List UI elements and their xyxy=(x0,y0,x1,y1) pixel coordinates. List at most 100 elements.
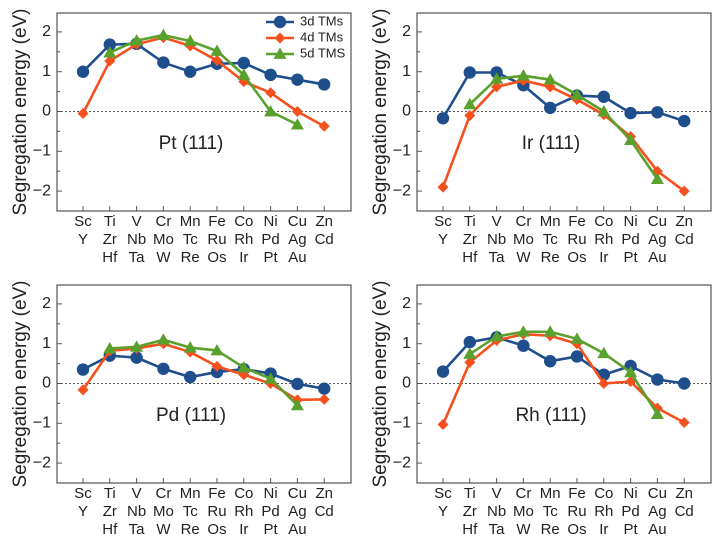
data-point xyxy=(650,407,664,420)
legend-item: 3d TMs xyxy=(266,13,344,28)
x-tick-label: Mo xyxy=(153,503,174,520)
x-tick-label: W xyxy=(156,521,171,538)
series-line xyxy=(81,36,325,128)
x-tick-label: Pd xyxy=(261,503,279,520)
panel-title: Ir (111) xyxy=(522,133,580,154)
data-point xyxy=(291,377,304,391)
data-point xyxy=(544,101,557,115)
x-tick-label: Re xyxy=(181,249,200,266)
data-point xyxy=(464,109,476,121)
x-tick-label: Zr xyxy=(463,503,477,520)
x-tick-label: Au xyxy=(288,249,306,266)
data-point xyxy=(437,181,449,193)
x-tick-label: Cr xyxy=(155,213,171,230)
legend-label: 5d TMS xyxy=(300,45,346,60)
data-point xyxy=(678,417,690,429)
data-point xyxy=(103,46,117,58)
x-tick-label: Cu xyxy=(288,485,307,502)
data-point xyxy=(264,372,278,384)
x-tick-label: Ni xyxy=(264,213,278,230)
x-tick-label: V xyxy=(132,213,142,230)
x-tick-label: Ru xyxy=(567,231,586,248)
series-line xyxy=(442,336,685,385)
data-point xyxy=(184,370,197,384)
data-point xyxy=(104,55,116,67)
data-point xyxy=(318,393,330,405)
x-tick-label: Zn xyxy=(675,485,693,502)
data-point xyxy=(650,172,664,185)
series-line xyxy=(82,354,325,390)
data-point xyxy=(210,343,224,356)
x-tick-label: Re xyxy=(181,521,200,538)
y-tick-label: −1 xyxy=(33,143,51,160)
data-point xyxy=(211,55,223,67)
series-3d-tms xyxy=(436,66,691,128)
x-tick-label: Ir xyxy=(239,521,248,538)
legend-item: 5d TMS xyxy=(266,45,346,60)
series-line xyxy=(81,342,325,402)
data-point xyxy=(517,339,530,352)
data-point xyxy=(463,97,477,110)
x-tick-label: Ta xyxy=(129,249,146,266)
y-tick-label: −1 xyxy=(33,415,51,432)
data-point xyxy=(544,355,557,368)
y-tick-label: 1 xyxy=(402,335,411,352)
x-tick-label: Ir xyxy=(599,521,608,538)
series-5d-tms xyxy=(463,325,664,420)
data-point xyxy=(264,68,277,82)
series-5d-tms xyxy=(103,28,304,130)
x-tick-label: Nb xyxy=(127,231,146,248)
data-point xyxy=(237,361,251,373)
x-tick-label: Re xyxy=(541,521,560,538)
x-tick-label: Mo xyxy=(153,231,174,248)
x-tick-label: W xyxy=(516,249,531,266)
x-tick-label: V xyxy=(492,213,502,230)
data-point xyxy=(437,418,449,430)
data-point xyxy=(237,68,251,80)
data-point xyxy=(291,73,304,86)
x-tick-label: Pt xyxy=(624,521,639,538)
y-axis-label: Segregation energy (eV) xyxy=(10,280,31,487)
x-tick-label: Au xyxy=(288,521,306,538)
y-tick-label: −1 xyxy=(393,143,411,160)
x-tick-label: Sc xyxy=(74,213,92,230)
data-point xyxy=(130,351,143,364)
data-point xyxy=(265,87,277,99)
x-tick-label: Rh xyxy=(234,231,253,248)
x-tick-label: Ni xyxy=(624,485,638,502)
x-tick-label: Ni xyxy=(264,485,278,502)
legend-label: 3d TMs xyxy=(300,13,344,28)
x-tick-label: Pt xyxy=(264,249,279,266)
y-tick-label: −2 xyxy=(33,182,51,199)
x-tick-label: Nb xyxy=(487,503,506,520)
data-point xyxy=(318,382,331,395)
data-point xyxy=(490,72,504,84)
x-tick-label: Co xyxy=(594,213,613,230)
y-axis-label: Segregation energy (eV) xyxy=(370,8,391,215)
data-point xyxy=(678,185,690,197)
x-tick-label: Sc xyxy=(434,485,452,502)
y-tick-label: −2 xyxy=(393,454,411,471)
data-point xyxy=(491,81,503,93)
series-line xyxy=(441,79,685,193)
x-tick-label: Hf xyxy=(462,249,478,266)
x-tick-label: Cd xyxy=(315,503,334,520)
y-tick-label: −1 xyxy=(393,415,411,432)
x-tick-label: Y xyxy=(78,503,88,520)
y-tick-label: 0 xyxy=(42,103,51,120)
legend-item: 4d TMs xyxy=(266,29,344,44)
x-tick-label: Cu xyxy=(288,213,307,230)
data-point xyxy=(210,365,224,379)
x-tick-label: Co xyxy=(234,213,253,230)
panel-title: Pt (111) xyxy=(159,133,224,154)
x-tick-label: Mo xyxy=(513,503,534,520)
x-tick-label: Ta xyxy=(129,521,146,538)
data-point xyxy=(184,65,197,78)
x-tick-label: Zr xyxy=(103,503,117,520)
x-tick-label: Hf xyxy=(102,521,118,538)
data-point xyxy=(543,325,557,337)
data-point xyxy=(543,73,557,85)
